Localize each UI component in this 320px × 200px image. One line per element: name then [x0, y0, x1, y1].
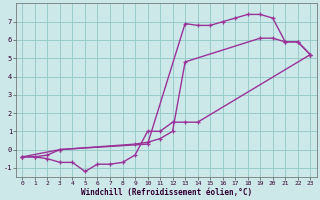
X-axis label: Windchill (Refroidissement éolien,°C): Windchill (Refroidissement éolien,°C): [81, 188, 252, 197]
